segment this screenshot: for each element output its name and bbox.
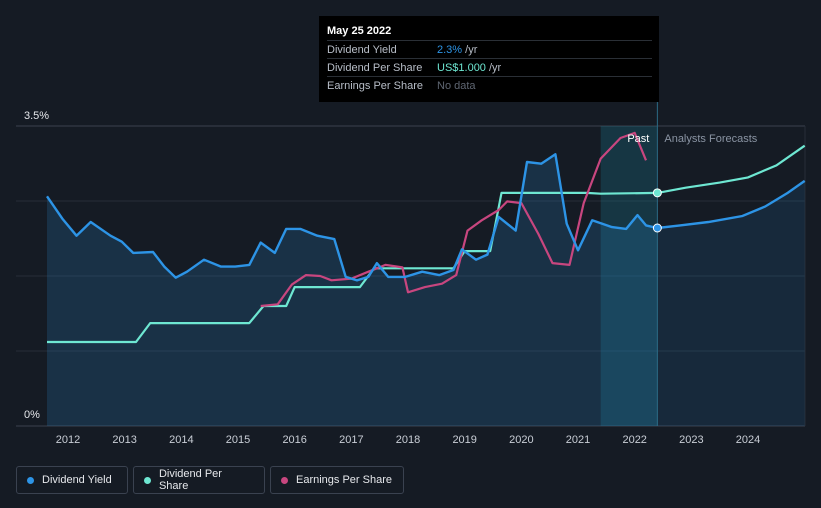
tooltip: May 25 2022 Dividend Yield 2.3% /yr Divi…	[319, 16, 659, 102]
tooltip-row-value: US$1.000 /yr	[437, 62, 501, 74]
x-tick-label: 2016	[282, 434, 306, 446]
x-tick-label: 2023	[679, 434, 703, 446]
tooltip-date: May 25 2022	[327, 25, 392, 37]
x-tick-label: 2015	[226, 434, 250, 446]
tooltip-value-text: 2.3%	[437, 44, 463, 56]
x-tick-label: 2021	[566, 434, 590, 446]
y-axis-bottom-label: 0%	[24, 409, 40, 421]
x-tick-label: 2024	[736, 434, 760, 446]
tooltip-row-dividend-per-share: Dividend Per Share US$1.000 /yr	[327, 58, 652, 77]
dividend-yield-area	[47, 154, 658, 427]
tooltip-value-text: US$1.000	[437, 62, 486, 74]
dividend-yield-line[interactable]	[46, 153, 658, 282]
x-tick-label: 2019	[452, 434, 476, 446]
x-tick-label: 2017	[339, 434, 363, 446]
dividend-yield-forecast-area	[657, 180, 805, 426]
legend-dot	[144, 476, 151, 484]
legend-dividend-yield[interactable]: Dividend Yield	[16, 466, 128, 494]
legend-label: Dividend Yield	[42, 474, 112, 486]
tooltip-row-name: Dividend Per Share	[327, 62, 423, 74]
past-region-label: Past	[627, 133, 649, 145]
tooltip-row-dividend-yield: Dividend Yield 2.3% /yr	[327, 40, 652, 59]
dividend-per-share-marker	[652, 188, 662, 198]
tooltip-row-earnings-per-share: Earnings Per Share No data	[327, 76, 652, 95]
x-tick-label: 2018	[396, 434, 420, 446]
legend-earnings-per-share[interactable]: Earnings Per Share	[270, 466, 404, 494]
tooltip-row-value: 2.3% /yr	[437, 44, 477, 56]
x-tick-label: 2012	[56, 434, 80, 446]
y-axis-top-label: 3.5%	[24, 110, 49, 122]
forecast-region-label: Analysts Forecasts	[664, 133, 757, 145]
x-tick-label: 2014	[169, 434, 193, 446]
earnings-per-share-line[interactable]	[260, 131, 648, 308]
tooltip-row-name: Dividend Yield	[327, 44, 397, 56]
tooltip-row-value: No data	[437, 80, 476, 92]
dividend-yield-marker	[652, 223, 662, 233]
past-band	[600, 126, 658, 426]
tooltip-row-name: Earnings Per Share	[327, 80, 423, 92]
tooltip-unit: /yr	[485, 62, 502, 74]
x-axis-ticks: 2012 2013 2014 2015 2016 2017 2018 2019 2020 2021…	[56, 434, 761, 446]
tooltip-unit: /yr	[462, 44, 478, 56]
x-tick-label: 2020	[509, 434, 533, 446]
legend-dot	[281, 476, 288, 484]
x-tick-label: 2013	[112, 434, 136, 446]
legend-label: Dividend Per Share	[158, 468, 222, 492]
tooltip-value-text: No data	[437, 80, 476, 92]
dividend-yield-forecast-line[interactable]	[657, 179, 806, 230]
dividend-per-share-forecast-line[interactable]	[657, 144, 806, 194]
legend-label: Earnings Per Share	[296, 474, 392, 486]
x-tick-label: 2022	[622, 434, 646, 446]
legend-dot	[27, 476, 34, 484]
legend-dividend-per-share[interactable]: Dividend Per Share	[133, 466, 265, 494]
